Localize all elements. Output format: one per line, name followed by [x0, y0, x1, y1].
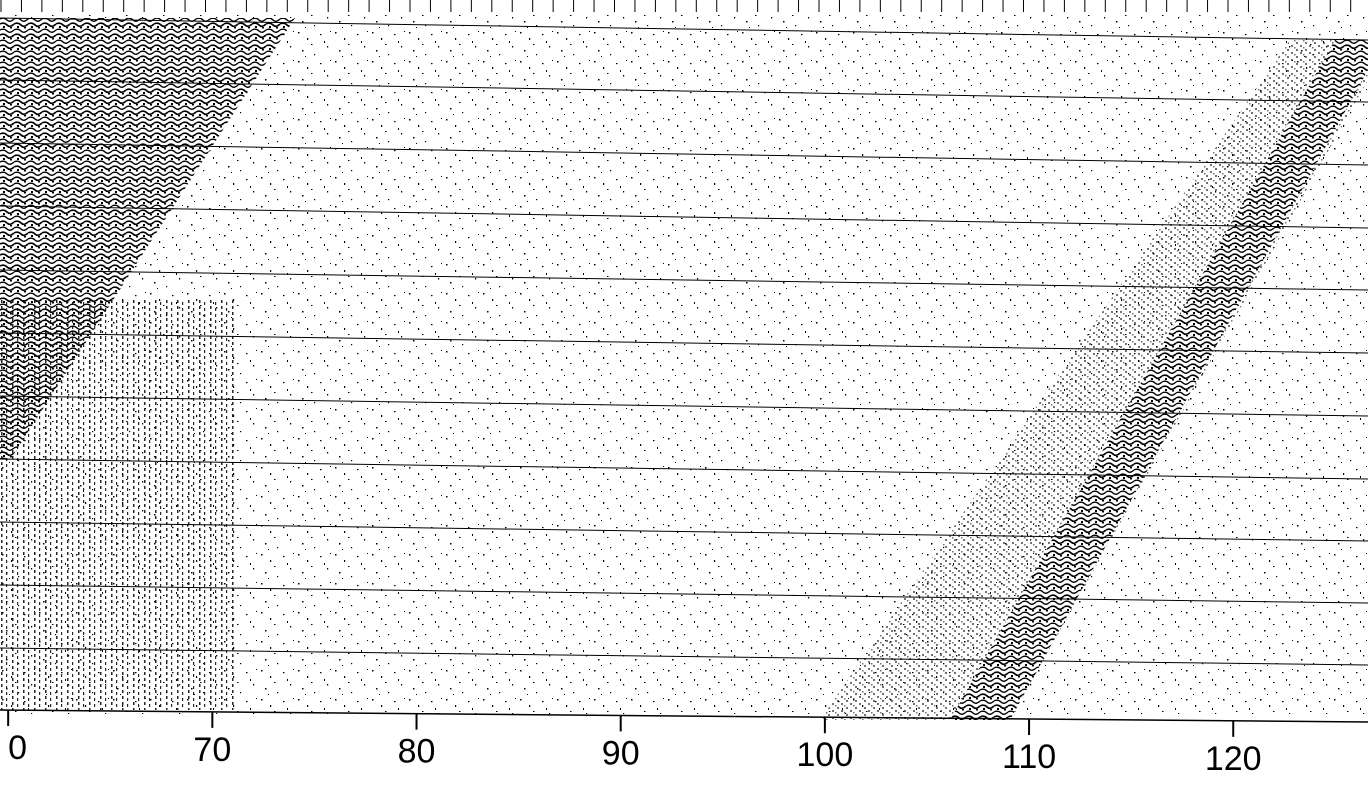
timing-line — [0, 395, 1368, 417]
timing-line — [0, 142, 1368, 166]
x-tick-label: 0 — [8, 729, 27, 767]
x-tick-label: 90 — [602, 734, 640, 772]
timing-line — [0, 584, 1368, 604]
x-tick-label: 100 — [797, 736, 854, 774]
timing-line — [0, 647, 1368, 666]
timing-line — [0, 17, 1368, 41]
x-tick-label: 80 — [398, 733, 436, 771]
timing-line — [0, 79, 1368, 103]
x-tick-label: 110 — [1002, 738, 1056, 776]
x-tick-label: 120 — [1205, 740, 1262, 778]
timing-line — [0, 269, 1368, 291]
record-texture — [0, 0, 1368, 723]
x-axis-line — [0, 709, 1368, 723]
top-ticks — [0, 0, 1368, 14]
timing-line — [0, 205, 1368, 229]
wave-band-outer — [820, 40, 1368, 720]
timing-line — [0, 521, 1368, 542]
near-trace-band — [0, 300, 235, 710]
x-tick-label: 70 — [193, 731, 231, 769]
wave-band-inner — [950, 40, 1368, 720]
timing-line — [0, 458, 1368, 480]
timing-line — [0, 332, 1368, 354]
